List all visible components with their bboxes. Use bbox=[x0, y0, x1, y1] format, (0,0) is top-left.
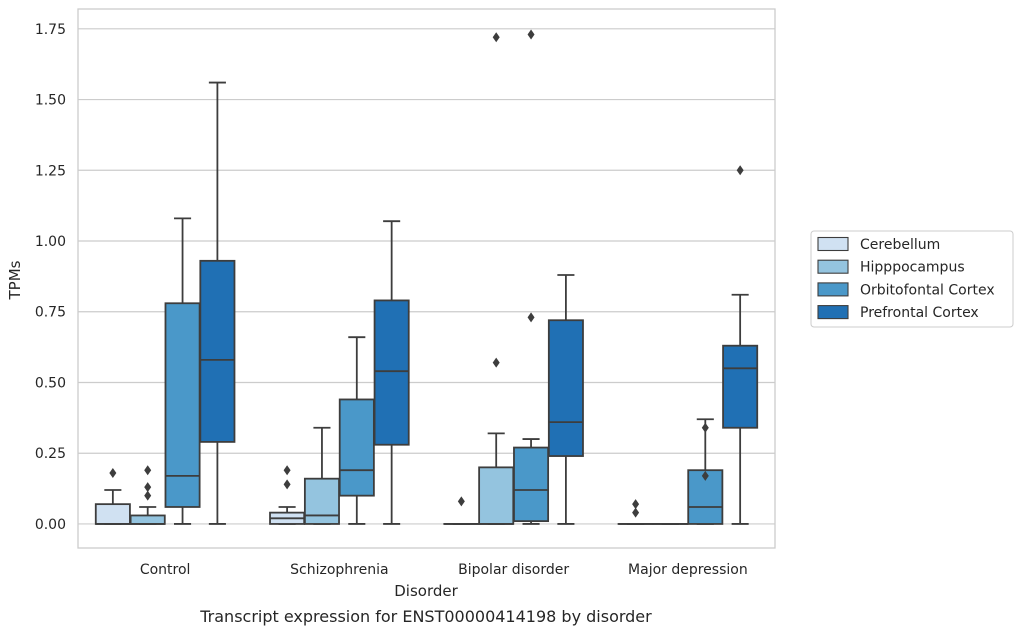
iqr-box bbox=[129, 514, 166, 525]
iqr-box bbox=[373, 299, 410, 446]
legend: Cerebellum Hipppocampus Orbitofontal Corte… bbox=[810, 230, 1014, 328]
box-orbitofontal-cortex bbox=[513, 29, 550, 525]
legend-swatch bbox=[817, 282, 849, 297]
iqr-box bbox=[722, 344, 759, 429]
chart-caption: Transcript expression for ENST0000041419… bbox=[199, 607, 652, 626]
box-cerebellum bbox=[94, 468, 131, 525]
box-orbitofontal-cortex bbox=[687, 418, 724, 525]
iqr-box bbox=[338, 398, 375, 497]
y-axis-ticks: 0.00 0.25 0.50 0.75 1.00 1.25 1.50 1.75 bbox=[35, 22, 66, 533]
y-tick-label: 0.25 bbox=[35, 446, 66, 462]
iqr-box bbox=[199, 259, 236, 443]
legend-label: Hipppocampus bbox=[860, 260, 965, 276]
outlier-point bbox=[283, 465, 291, 476]
x-tick-label: Major depression bbox=[628, 562, 748, 578]
outlier-point bbox=[457, 496, 465, 507]
x-tick-label: Schizophrenia bbox=[290, 562, 388, 578]
box-cerebellum bbox=[443, 496, 480, 525]
outlier-point bbox=[527, 29, 535, 40]
outlier-point bbox=[109, 468, 117, 479]
legend-swatch bbox=[817, 259, 849, 274]
y-tick-label: 1.50 bbox=[35, 93, 66, 109]
outlier-point bbox=[492, 357, 500, 368]
legend-swatch bbox=[817, 236, 849, 252]
outlier-point bbox=[492, 32, 500, 43]
outlier-point bbox=[736, 165, 744, 176]
y-tick-label: 1.75 bbox=[35, 22, 66, 38]
box-cerebellum bbox=[617, 499, 654, 525]
box-prefrontal-cortex bbox=[722, 165, 759, 525]
box-prefrontal-cortex bbox=[547, 274, 584, 525]
outlier-point bbox=[144, 465, 152, 476]
outlier-point bbox=[701, 422, 709, 433]
box-prefrontal-cortex bbox=[373, 220, 410, 525]
legend-label: Orbitofontal Cortex bbox=[860, 282, 995, 298]
outlier-point bbox=[144, 490, 152, 501]
legend-label: Prefrontal Cortex bbox=[860, 305, 979, 321]
legend-swatch bbox=[817, 305, 849, 320]
box-orbitofontal-cortex bbox=[338, 336, 375, 525]
iqr-box bbox=[478, 466, 515, 525]
outlier-point bbox=[144, 482, 152, 493]
iqr-box bbox=[547, 319, 584, 457]
iqr-box bbox=[513, 446, 550, 523]
x-axis-ticks: Control Schizophrenia Bipolar disorder Majo… bbox=[140, 562, 748, 578]
iqr-box bbox=[94, 503, 131, 525]
iqr-box bbox=[164, 302, 201, 508]
box-hipppocampus bbox=[303, 426, 340, 525]
outlier-point bbox=[632, 499, 640, 510]
y-axis-title: TPMs bbox=[6, 260, 24, 300]
y-tick-label: 0.00 bbox=[35, 517, 66, 533]
y-tick-label: 1.00 bbox=[35, 234, 66, 250]
y-tick-label: 1.25 bbox=[35, 163, 66, 179]
outlier-point bbox=[701, 470, 709, 481]
x-tick-label: Bipolar disorder bbox=[458, 562, 569, 578]
box-hipppocampus bbox=[478, 32, 515, 525]
box-cerebellum bbox=[269, 465, 306, 525]
y-tick-label: 0.50 bbox=[35, 375, 66, 391]
box-hipppocampus bbox=[129, 465, 166, 525]
box-prefrontal-cortex bbox=[199, 81, 236, 525]
box-orbitofontal-cortex bbox=[164, 217, 201, 525]
outlier-point bbox=[527, 312, 535, 323]
plot-frame bbox=[77, 8, 776, 549]
outlier-point bbox=[283, 479, 291, 490]
iqr-box bbox=[303, 477, 340, 525]
outlier-point bbox=[632, 507, 640, 518]
x-axis-title: Disorder bbox=[394, 582, 458, 600]
legend-label: Cerebellum bbox=[860, 237, 940, 253]
x-tick-label: Control bbox=[140, 562, 191, 578]
legend-frame bbox=[810, 230, 1014, 328]
boxes bbox=[94, 29, 759, 525]
y-tick-label: 0.75 bbox=[35, 305, 66, 321]
